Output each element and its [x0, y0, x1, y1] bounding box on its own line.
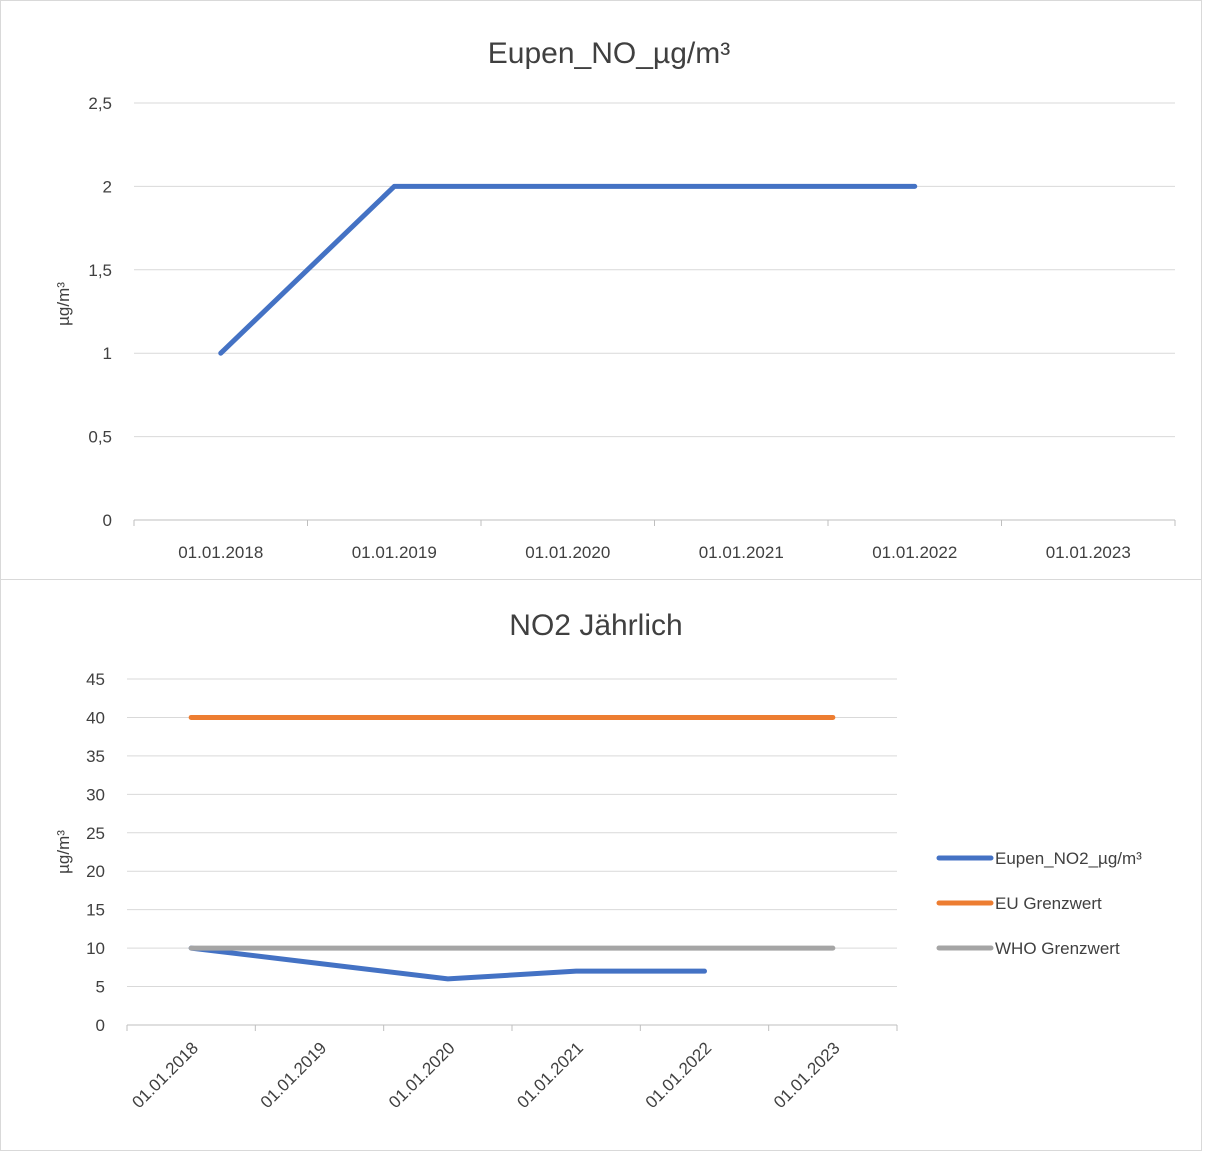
chart-title: NO2 Jährlich	[509, 609, 682, 642]
x-tick-label: 01.01.2020	[385, 1038, 459, 1112]
x-tick-label: 01.01.2021	[513, 1038, 587, 1112]
y-tick-label: 25	[86, 824, 105, 843]
x-tick-label: 01.01.2018	[178, 543, 263, 562]
x-tick-label: 01.01.2023	[1046, 543, 1131, 562]
y-tick-label: 15	[86, 901, 105, 920]
series-line-0	[218, 183, 918, 356]
y-tick-label: 1,5	[88, 261, 112, 280]
chart-eupen-no-svg: Eupen_NO_µg/m³ µg/m³ 0 0,5 1 1,5 2 2,5 01.01.…	[54, 37, 1176, 562]
x-tick-label: 01.01.2019	[352, 543, 437, 562]
y-tick-label: 10	[86, 939, 105, 958]
y-tick-label: 40	[86, 708, 105, 727]
x-tick-label: 01.01.2020	[525, 543, 610, 562]
x-tick-label: 01.01.2019	[257, 1038, 331, 1112]
y-tick-label: 0	[96, 1016, 105, 1035]
chart-eupen-no: Eupen_NO_µg/m³ µg/m³ 0 0,5 1 1,5 2 2,5 01.01.…	[0, 0, 1202, 580]
y-tick-label: 0	[103, 511, 112, 530]
x-tick-label: 01.01.2018	[128, 1038, 202, 1112]
y-tick-label: 20	[86, 862, 105, 881]
chart-title: Eupen_NO_µg/m³	[488, 37, 730, 70]
y-tick-label: 45	[86, 670, 105, 689]
x-tick-label: 01.01.2022	[872, 543, 957, 562]
x-tick-label: 01.01.2021	[699, 543, 784, 562]
x-tick-label: 01.01.2022	[642, 1038, 716, 1112]
x-tick-label: 01.01.2023	[770, 1038, 844, 1112]
y-tick-label: 30	[86, 785, 105, 804]
legend-label: WHO Grenzwert	[995, 939, 1120, 958]
y-tick-label: 2,5	[88, 94, 112, 113]
chart-no2-svg: NO2 Jährlich µg/m³ 0 5 10 15 20 25 30 35 40 45 01…	[54, 609, 1142, 1112]
y-tick-label: 1	[103, 344, 112, 363]
y-tick-label: 2	[103, 177, 112, 196]
series-line-0	[188, 945, 707, 982]
chart-no2-jaehrlich: NO2 Jährlich µg/m³ 0 5 10 15 20 25 30 35 40 45 01…	[0, 580, 1202, 1151]
legend-label: EU Grenzwert	[995, 894, 1102, 913]
y-tick-label: 5	[96, 978, 105, 997]
y-tick-label: 35	[86, 747, 105, 766]
y-axis-label: µg/m³	[54, 830, 73, 874]
legend-label: Eupen_NO2_µg/m³	[995, 849, 1142, 868]
y-tick-label: 0,5	[88, 428, 112, 447]
y-axis-label: µg/m³	[54, 282, 73, 326]
